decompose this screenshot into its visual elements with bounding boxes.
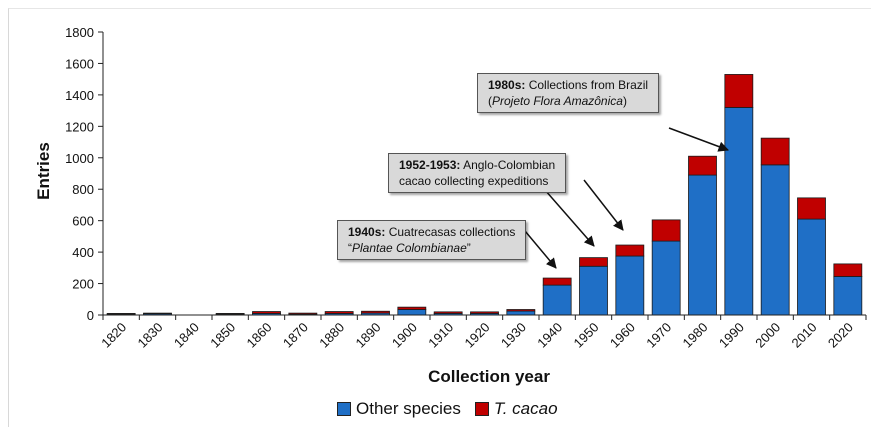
- x-tick-label: 2010: [789, 320, 820, 351]
- bar-t-cacao-1830: [143, 312, 172, 315]
- y-axis: 0 200 400 600 800 1000 1200 1400 1600 1800: [65, 25, 104, 323]
- x-tick-label: 1950: [571, 320, 602, 351]
- y-tick-label: 200: [72, 277, 94, 292]
- arrow-1952-1953-a: [583, 179, 624, 231]
- bar-other-species-1970: [651, 240, 681, 316]
- bar-t-cacao-1940: [542, 277, 572, 286]
- x-tick-label: 2000: [752, 320, 783, 351]
- x-tick-label: 1840: [171, 320, 202, 351]
- x-tick-label: 1940: [534, 320, 565, 351]
- bar-other-species-2010: [797, 218, 826, 316]
- figure-frame: [8, 8, 871, 427]
- x-axis-title: Collection year: [428, 367, 550, 386]
- bar-t-cacao-1820: [106, 313, 136, 315]
- bar-t-cacao-1890: [361, 310, 390, 314]
- y-tick-label: 600: [72, 214, 94, 229]
- y-tick-label: 1400: [65, 88, 94, 103]
- x-tick-label: 1990: [716, 320, 747, 351]
- legend-item-t-cacao: T. cacao: [474, 399, 558, 419]
- bar-t-cacao-1950: [579, 257, 608, 267]
- x-tick-label: 1980: [680, 320, 711, 351]
- bar-t-cacao-1960: [615, 244, 645, 257]
- y-tick-label: 400: [72, 245, 94, 260]
- x-tick-label: 1890: [353, 320, 384, 351]
- y-tick-label: 1000: [65, 151, 94, 166]
- bar-other-species-2020: [833, 276, 863, 316]
- bar-other-species-1950: [579, 265, 608, 316]
- arrow-1952-1953-b: [544, 189, 595, 247]
- legend-label-other-species: Other species: [356, 399, 461, 418]
- x-tick-label: 1930: [498, 320, 529, 351]
- bar-other-species-1960: [615, 255, 645, 316]
- bar-t-cacao-2000: [760, 137, 790, 166]
- x-tick-label: 1830: [135, 320, 166, 351]
- x-tick-label: 1970: [643, 320, 674, 351]
- bar-other-species-1930: [506, 310, 536, 316]
- y-tick-label: 1600: [65, 56, 94, 71]
- legend: Other species T. cacao: [337, 399, 572, 419]
- x-tick-label: 1880: [316, 320, 347, 351]
- x-tick-label: 1870: [280, 320, 311, 351]
- bar-t-cacao-1970: [651, 219, 681, 242]
- x-tick-label: 1910: [425, 320, 456, 351]
- x-tick-label: 1820: [98, 320, 129, 351]
- bar-other-species-1900: [397, 309, 427, 316]
- bar-t-cacao-1900: [397, 306, 427, 310]
- bar-t-cacao-1880: [324, 311, 354, 314]
- annotation-1980s: 1980s: Collections from Brazil (Projeto …: [477, 73, 660, 113]
- bar-t-cacao-2010: [797, 197, 826, 220]
- legend-label-t-cacao: T. cacao: [493, 399, 558, 418]
- bar-other-species-2000: [760, 164, 790, 316]
- annotation-1940s: 1940s: Cuatrecasas collections “Plantae …: [337, 220, 527, 260]
- bars-group: [106, 74, 863, 316]
- bar-t-cacao-1870: [288, 312, 318, 315]
- x-tick-label: 1920: [462, 320, 493, 351]
- legend-item-other-species: Other species: [337, 399, 461, 419]
- x-tick-label: 1850: [207, 320, 238, 351]
- bar-t-cacao-1910: [433, 311, 463, 314]
- y-tick-label: 1200: [65, 119, 94, 134]
- legend-swatch-other-species: [337, 402, 351, 416]
- x-tick-label: 1960: [607, 320, 638, 351]
- bar-t-cacao-1850: [215, 313, 245, 315]
- y-tick-label: 0: [87, 308, 94, 323]
- bar-t-cacao-1990: [724, 74, 754, 108]
- bar-other-species-1940: [542, 284, 572, 316]
- bar-t-cacao-1980: [688, 155, 717, 176]
- bar-t-cacao-2020: [833, 263, 863, 277]
- x-axis: 1820 1830 1840 1850 1860 1870 1880 1890 1900 1910…: [98, 314, 867, 351]
- y-axis-title: Entries: [34, 142, 53, 200]
- bar-t-cacao-1930: [506, 309, 536, 312]
- bar-t-cacao-1860: [252, 311, 281, 314]
- y-tick-label: 800: [72, 182, 94, 197]
- x-tick-label: 1900: [389, 320, 420, 351]
- bar-other-species-1990: [724, 107, 754, 316]
- x-tick-label: 2020: [825, 320, 856, 351]
- arrow-1980s: [668, 127, 729, 152]
- y-tick-label: 1800: [65, 25, 94, 40]
- x-tick-label: 1860: [244, 320, 275, 351]
- annotation-1952-1953: 1952-1953: Anglo-Colombian cacao collect…: [388, 153, 567, 193]
- bar-t-cacao-1920: [470, 311, 499, 314]
- legend-swatch-t-cacao: [474, 402, 489, 416]
- bar-other-species-1980: [688, 174, 717, 316]
